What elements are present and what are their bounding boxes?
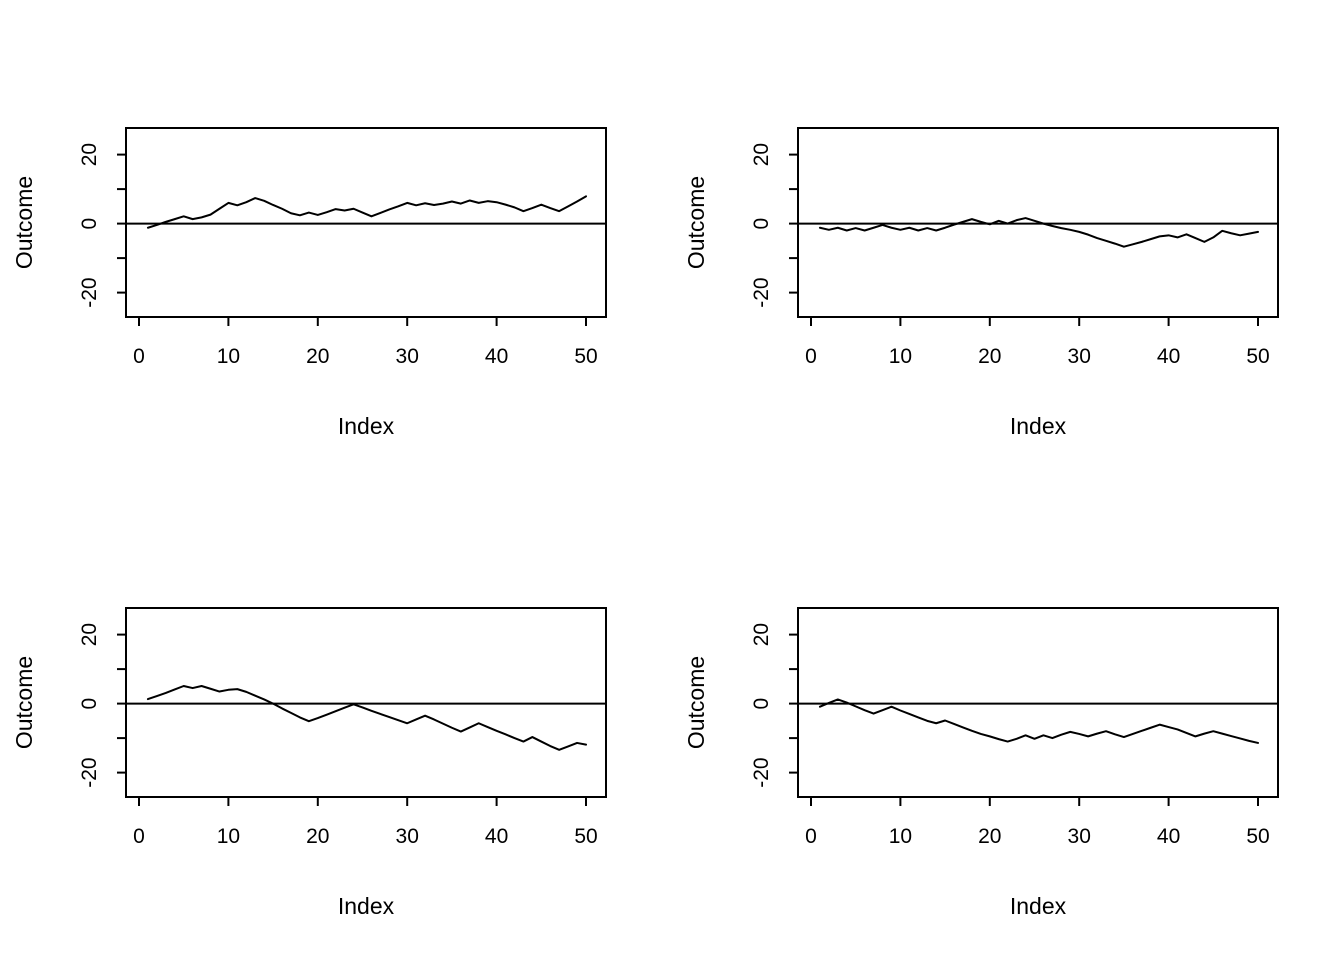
- x-tick-label: 30: [1068, 345, 1091, 368]
- x-tick-label: 20: [978, 345, 1001, 368]
- x-tick-label: 40: [1157, 345, 1180, 368]
- random-walk-line: [818, 217, 1259, 248]
- y-tick-label: 0: [78, 218, 101, 230]
- x-tick-label: 0: [805, 345, 817, 368]
- x-axis-title: Index: [1010, 413, 1067, 439]
- panel-top-right: -20 0 20 0 10 20 30 40 50 Index Outcome: [683, 127, 1279, 439]
- x-tick-label: 40: [485, 345, 508, 368]
- x-tick-label: 0: [805, 825, 817, 848]
- x-tick-label: 30: [396, 825, 419, 848]
- y-tick-label: 0: [750, 218, 773, 230]
- panel-top-left: -20 0 20 0 10 20 30 40 50 Index Outcome: [11, 127, 607, 439]
- x-tick-label: 50: [574, 345, 597, 368]
- x-tick-label: 10: [217, 345, 240, 368]
- x-tick-label: 10: [217, 825, 240, 848]
- x-tick-label: 20: [306, 825, 329, 848]
- x-tick-label: 40: [1157, 825, 1180, 848]
- x-tick-label: 40: [485, 825, 508, 848]
- x-tick-label: 20: [306, 345, 329, 368]
- plot-box: [797, 127, 1279, 318]
- random-walk-line: [818, 698, 1259, 744]
- y-tick-label: 20: [750, 143, 773, 166]
- x-tick-label: 10: [889, 825, 912, 848]
- panel-bottom-right: -20 0 20 0 10 20 30 40 50 Index Outcome: [683, 607, 1279, 919]
- x-tick-label: 0: [133, 825, 145, 848]
- x-tick-label: 0: [133, 345, 145, 368]
- y-tick-label: 20: [750, 623, 773, 646]
- x-axis-title: Index: [338, 893, 395, 919]
- x-tick-label: 30: [396, 345, 419, 368]
- y-tick-label: 20: [78, 143, 101, 166]
- y-tick-label: -20: [750, 757, 773, 787]
- y-tick-label: -20: [78, 277, 101, 307]
- plot-box: [797, 607, 1279, 798]
- y-tick-label: 0: [750, 698, 773, 710]
- plot-box: [125, 607, 607, 798]
- x-axis-title: Index: [1010, 893, 1067, 919]
- x-tick-label: 30: [1068, 825, 1091, 848]
- y-axis-title: Outcome: [683, 656, 709, 749]
- y-tick-label: 20: [78, 623, 101, 646]
- x-tick-label: 50: [1246, 345, 1269, 368]
- plot-box: [125, 127, 607, 318]
- panel-bottom-left: -20 0 20 0 10 20 30 40 50 Index Outcome: [11, 607, 607, 919]
- random-walk-line: [146, 195, 587, 229]
- y-axis-title: Outcome: [11, 656, 37, 749]
- x-axis-title: Index: [338, 413, 395, 439]
- y-tick-label: 0: [78, 698, 101, 710]
- y-tick-label: -20: [78, 757, 101, 787]
- x-tick-label: 50: [1246, 825, 1269, 848]
- y-axis-title: Outcome: [11, 176, 37, 269]
- random-walk-line: [146, 685, 587, 751]
- y-tick-label: -20: [750, 277, 773, 307]
- y-axis-title: Outcome: [683, 176, 709, 269]
- x-tick-label: 10: [889, 345, 912, 368]
- x-tick-label: 50: [574, 825, 597, 848]
- x-tick-label: 20: [978, 825, 1001, 848]
